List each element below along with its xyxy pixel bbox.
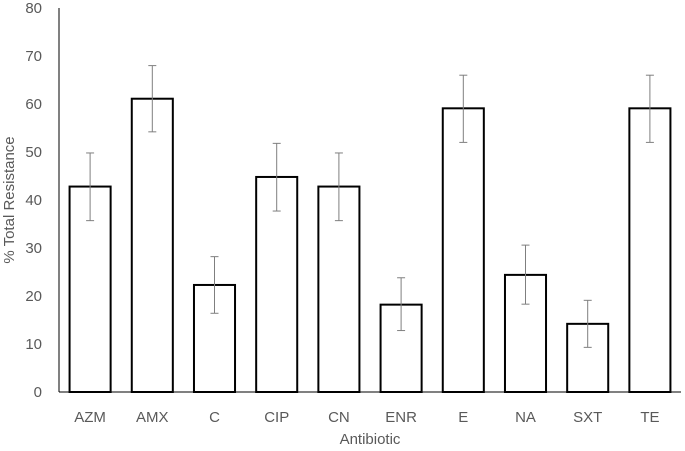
x-tick-label: AZM [74, 409, 106, 426]
error-bar-te [645, 74, 654, 143]
x-tick-label: AMX [136, 409, 169, 426]
y-tick-label: 20 [25, 288, 42, 305]
error-bar-na [521, 244, 530, 305]
y-tick-label: 0 [34, 384, 42, 401]
x-axis-title: Antibiotic [340, 431, 401, 448]
y-tick-label: 70 [25, 48, 42, 65]
x-tick-label: CIP [264, 409, 289, 426]
bar-e [441, 107, 485, 393]
x-axis-ticks: AZM AMX C CIP CN ENR E NA SXT TE [74, 409, 659, 426]
x-tick-label: ENR [385, 409, 417, 426]
y-tick-label: 10 [25, 336, 42, 353]
y-tick-label: 40 [25, 192, 42, 209]
error-bar-cn [334, 152, 343, 222]
x-tick-label: NA [515, 409, 536, 426]
y-tick-label: 50 [25, 144, 42, 161]
bar-amx [130, 97, 174, 393]
x-tick-label: E [458, 409, 468, 426]
x-tick-label: C [209, 409, 220, 426]
x-tick-label: SXT [573, 409, 602, 426]
y-axis-ticks: 0 10 20 30 40 50 60 70 80 [25, 0, 42, 401]
bars [68, 97, 672, 394]
error-bar-c [210, 256, 219, 314]
error-bars [86, 65, 654, 348]
x-tick-label: TE [640, 409, 659, 426]
bar-te [628, 107, 672, 393]
y-tick-label: 60 [25, 96, 42, 113]
bar-cn [317, 185, 361, 393]
error-bar-sxt [583, 299, 592, 348]
y-tick-label: 30 [25, 240, 42, 257]
y-tick-label: 80 [25, 0, 42, 17]
error-bar-e [459, 74, 468, 143]
error-bar-enr [397, 277, 406, 332]
error-bar-amx [148, 65, 157, 133]
y-axis-title: % Total Resistance [1, 136, 18, 263]
error-bar-azm [86, 152, 95, 222]
x-tick-label: CN [328, 409, 350, 426]
error-bar-cip [272, 142, 281, 212]
